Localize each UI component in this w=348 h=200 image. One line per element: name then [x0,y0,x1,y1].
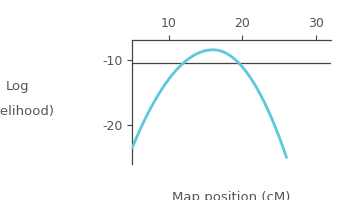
Text: Map position (cM): Map position (cM) [172,191,291,200]
Text: (likelihood): (likelihood) [0,106,54,118]
Text: Log: Log [6,80,29,92]
